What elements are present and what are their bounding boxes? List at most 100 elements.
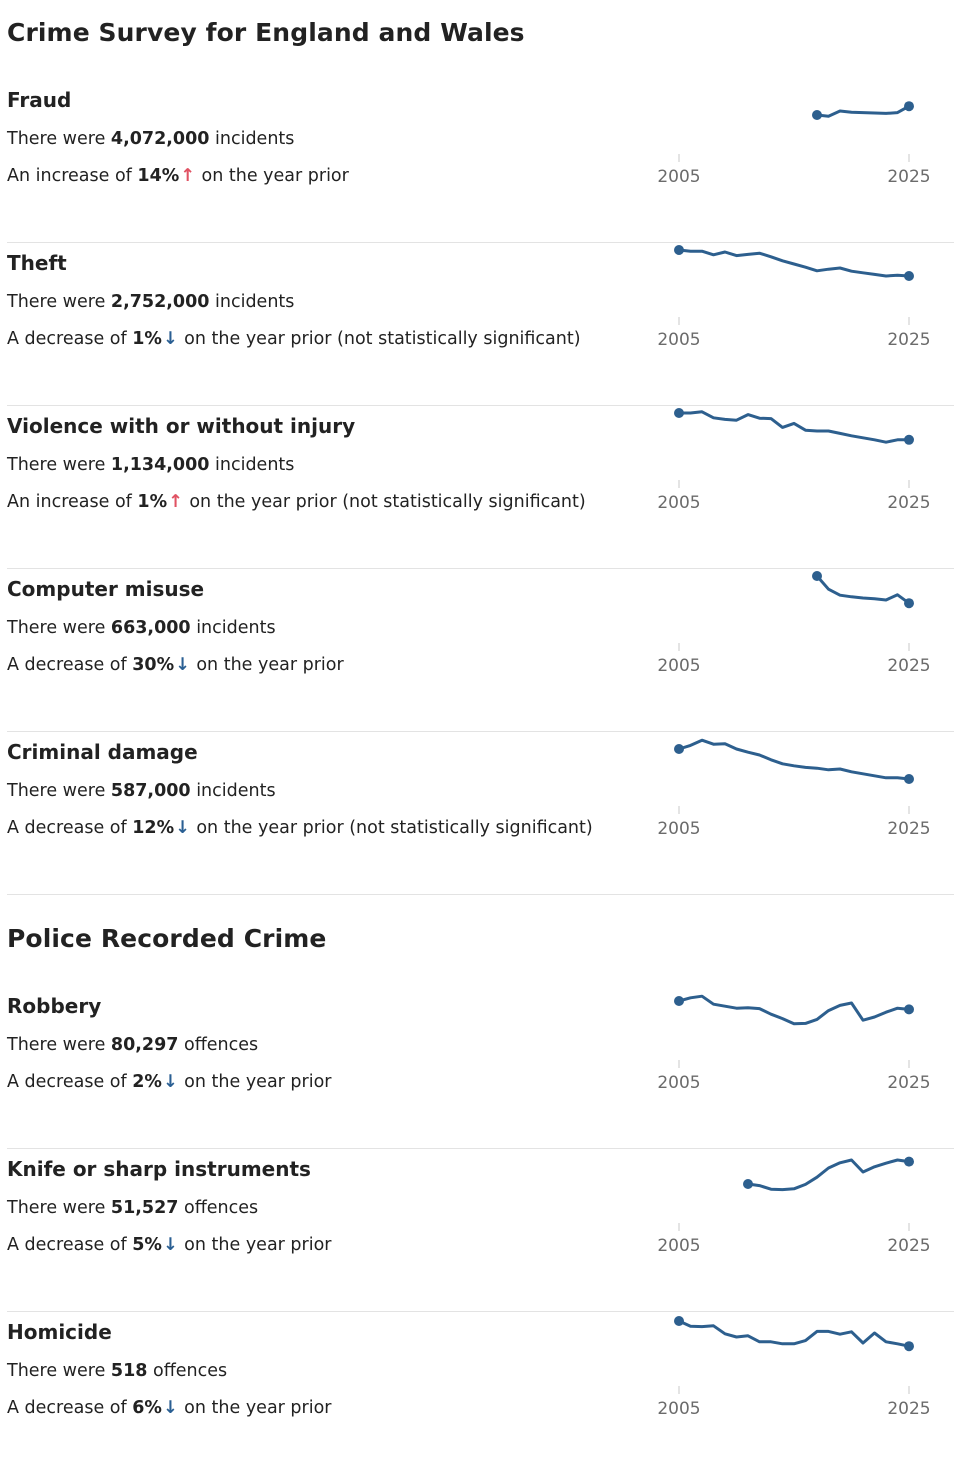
arrow-down-icon: ↓	[175, 818, 190, 838]
count-prefix: There were	[7, 618, 111, 638]
x-axis-tick-label: 2025	[887, 1236, 930, 1256]
section-title-police-recorded: Police Recorded Crime	[7, 924, 327, 953]
series-start-point	[674, 408, 684, 418]
change-suffix: on the year prior	[190, 655, 344, 675]
change-value: 2%	[132, 1072, 162, 1092]
change-prefix: A decrease of	[7, 655, 133, 675]
series-line	[677, 248, 911, 278]
card-divider	[7, 894, 954, 895]
card-divider	[7, 568, 954, 569]
count-suffix: incidents	[209, 455, 295, 475]
change-prefix: A decrease of	[7, 1072, 133, 1092]
series-line	[677, 994, 911, 1026]
change-suffix: on the year prior	[178, 1072, 332, 1092]
sparkline-chart: 2005 2025	[657, 738, 931, 839]
series-start-point	[674, 245, 684, 255]
count-prefix: There were	[7, 1198, 111, 1218]
crime-name: Fraud	[7, 88, 72, 112]
change-suffix: on the year prior	[178, 1235, 332, 1255]
crime-card-computer-misuse: Computer misuse There were 663,000 incid…	[7, 569, 954, 732]
crime-change-line: An increase of 1%↑ on the year prior (no…	[7, 492, 586, 512]
count-value: 51,527	[110, 1198, 179, 1218]
crime-change-line: An increase of 14%↑ on the year prior	[7, 166, 349, 186]
x-axis-tick-label: 2025	[887, 493, 930, 513]
crime-name: Homicide	[7, 1320, 112, 1344]
series-end-point	[904, 434, 914, 445]
crime-count-line: There were 51,527 offences	[7, 1198, 258, 1218]
change-value: 14%	[137, 166, 180, 186]
crime-change-line: A decrease of 5%↓ on the year prior	[7, 1235, 332, 1255]
crime-name: Theft	[7, 251, 67, 275]
x-axis-tick-label: 2025	[887, 330, 930, 350]
count-value: 2,752,000	[110, 292, 210, 312]
x-axis-tick-label: 2025	[887, 656, 930, 676]
arrow-down-icon: ↓	[175, 655, 190, 675]
change-value: 6%	[132, 1398, 162, 1418]
crime-count-line: There were 518 offences	[7, 1361, 227, 1381]
sparkline-chart: 2005 2025	[657, 571, 931, 676]
x-axis-tick-label: 2005	[657, 167, 700, 187]
count-suffix: offences	[147, 1361, 228, 1381]
count-value: 4,072,000	[110, 129, 210, 149]
arrow-down-icon: ↓	[162, 1072, 178, 1092]
arrow-down-icon: ↓	[162, 1398, 178, 1418]
change-prefix: An increase of	[7, 492, 138, 512]
crime-count-line: There were 4,072,000 incidents	[7, 129, 294, 149]
crime-dashboard: Crime Survey for England and Wales Fraud…	[7, 18, 954, 1419]
crime-card-robbery: Robbery There were 80,297 offences A dec…	[7, 986, 954, 1149]
crime-change-line: A decrease of 12%↓ on the year prior (no…	[7, 818, 593, 838]
change-value: 1%	[132, 329, 162, 349]
crime-change-line: A decrease of 2%↓ on the year prior	[7, 1072, 332, 1092]
card-divider	[7, 1311, 954, 1312]
crime-count-line: There were 663,000 incidents	[7, 618, 276, 638]
series-end-point	[904, 1341, 914, 1352]
sparkline-chart: 2005 2025	[657, 245, 931, 350]
series-line	[746, 1158, 911, 1192]
crime-name: Robbery	[7, 994, 102, 1018]
series-start-point	[812, 571, 822, 581]
change-suffix: on the year prior (not statistically sig…	[183, 492, 586, 512]
series-line	[677, 1319, 911, 1348]
change-value: 1%	[137, 492, 168, 512]
arrow-up-icon: ↑	[168, 492, 183, 512]
series-start-point	[812, 110, 822, 120]
crime-name: Criminal damage	[7, 740, 198, 764]
crime-card-homicide: Homicide There were 518 offences A decre…	[7, 1312, 954, 1475]
sparkline-chart: 2005 2025	[657, 101, 931, 187]
x-axis-tick-label: 2005	[657, 819, 700, 839]
change-prefix: A decrease of	[7, 818, 133, 838]
section-title-crime-survey: Crime Survey for England and Wales	[7, 18, 525, 47]
sparkline-chart: 2005 2025	[657, 1156, 931, 1256]
series-end-point	[904, 1004, 914, 1015]
series-start-point	[674, 1316, 684, 1326]
change-value: 12%	[132, 818, 175, 838]
count-prefix: There were	[7, 1361, 111, 1381]
change-suffix: on the year prior (not statistically sig…	[178, 329, 581, 349]
count-value: 663,000	[110, 618, 191, 638]
count-prefix: There were	[7, 292, 111, 312]
change-value: 30%	[132, 655, 175, 675]
series-end-point	[904, 101, 914, 112]
series-line	[677, 738, 911, 781]
x-axis-tick-label: 2025	[887, 1399, 930, 1419]
sparkline-chart: 2005 2025	[657, 994, 931, 1093]
series-line	[815, 574, 911, 605]
series-line	[677, 410, 911, 444]
x-axis-tick-label: 2005	[657, 1073, 700, 1093]
crime-name: Knife or sharp instruments	[7, 1157, 311, 1181]
x-axis-tick-label: 2025	[887, 167, 930, 187]
change-suffix: on the year prior	[178, 1398, 332, 1418]
count-suffix: offences	[178, 1035, 259, 1055]
x-axis-tick-label: 2025	[887, 819, 930, 839]
card-divider	[7, 405, 954, 406]
change-suffix: on the year prior (not statistically sig…	[190, 818, 593, 838]
crime-change-line: A decrease of 1%↓ on the year prior (not…	[7, 329, 581, 349]
crime-card-theft: Theft There were 2,752,000 incidents A d…	[7, 243, 954, 406]
series-start-point	[743, 1179, 753, 1189]
crime-change-line: A decrease of 30%↓ on the year prior	[7, 655, 344, 675]
change-suffix: on the year prior	[195, 166, 349, 186]
crime-count-line: There were 80,297 offences	[7, 1035, 258, 1055]
crime-count-line: There were 1,134,000 incidents	[7, 455, 294, 475]
series-end-point	[904, 598, 914, 609]
count-value: 518	[110, 1361, 148, 1381]
